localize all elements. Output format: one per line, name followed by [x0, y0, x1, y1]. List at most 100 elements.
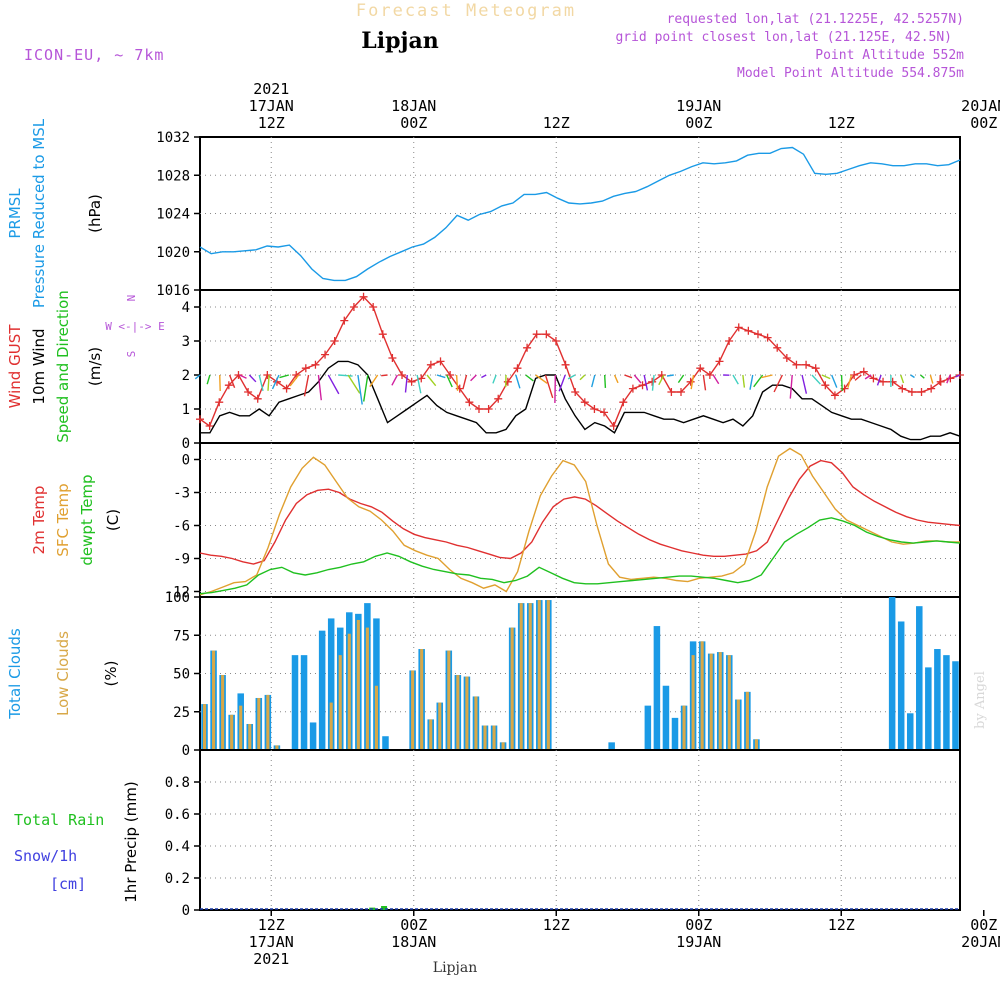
wind-arrow	[812, 375, 820, 384]
panel-label-pressure: Pressure Reduced to MSL	[30, 118, 48, 308]
panel-label-wind: Speed and Direction	[54, 290, 72, 443]
wind-arrow	[774, 375, 782, 392]
cloud-bar-low-clouds	[538, 600, 541, 750]
y-tick-label: -3	[173, 486, 190, 502]
cloud-bar-total-clouds	[292, 655, 299, 750]
cloud-bar-low-clouds	[710, 654, 713, 750]
bottom-time-label: 19JAN	[676, 933, 721, 951]
cloud-bar-low-clouds	[248, 724, 251, 750]
wind-arrow	[750, 375, 753, 390]
cloud-bar-low-clouds	[511, 628, 514, 750]
bottom-time-label: 00Z	[685, 916, 712, 934]
panel-label-clouds: Total Clouds	[6, 628, 24, 720]
wind-arrow	[526, 375, 534, 381]
cloud-bar-low-clouds	[257, 698, 260, 750]
y-tick-label: 0	[182, 453, 190, 469]
gust-point-marker	[388, 354, 396, 362]
compass-west-east: W <-|-> E	[105, 320, 165, 333]
cloud-bar-low-clouds	[230, 715, 233, 750]
wind-arrow	[802, 375, 806, 394]
panel-frame-precip	[200, 750, 960, 910]
series-line-dewpt-temp	[200, 518, 960, 594]
cloud-bar-total-clouds	[672, 718, 679, 750]
y-tick-label: 0.8	[165, 775, 190, 791]
cloud-bar-low-clouds	[547, 600, 550, 750]
wind-arrow	[417, 375, 421, 393]
cloud-bar-low-clouds	[728, 655, 731, 750]
cloud-bar-low-clouds	[692, 655, 695, 750]
wind-arrow	[457, 375, 458, 391]
cloud-bar-low-clouds	[330, 703, 333, 750]
compass-north: N	[125, 295, 138, 302]
wind-arrow	[463, 375, 466, 388]
y-tick-label: 1016	[156, 283, 190, 299]
wind-arrow	[580, 375, 585, 380]
y-tick-label: 2	[182, 368, 190, 384]
cloud-bar-low-clouds	[529, 603, 532, 750]
cloud-bar-total-clouds	[645, 706, 652, 750]
panel-unit-wind: (m/s)	[86, 347, 104, 386]
wind-arrow	[207, 375, 210, 384]
cloud-bar-low-clouds	[719, 652, 722, 750]
panel-unit-precip: 1hr Precip (mm)	[122, 781, 140, 902]
wind-arrow	[667, 375, 674, 376]
wind-arrow	[842, 375, 843, 391]
grid-point-coordinates: grid point closest lon,lat (21.125E, 42.…	[615, 30, 952, 45]
wind-arrow	[493, 375, 496, 383]
wind-arrow	[230, 375, 235, 388]
y-tick-label: 0	[182, 743, 190, 759]
wind-compass: NW <-|-> ES	[105, 295, 165, 358]
panel-unit-pressure: (hPa)	[86, 194, 104, 233]
cloud-bar-low-clouds	[239, 706, 242, 750]
wind-arrow	[901, 375, 904, 383]
top-time-label: 12Z	[828, 114, 855, 132]
wind-arrow	[437, 375, 445, 378]
bottom-time-label: 00Z	[400, 916, 427, 934]
bottom-time-label: 12Z	[828, 916, 855, 934]
wind-arrow	[592, 375, 595, 387]
gust-point-marker	[562, 361, 570, 369]
cloud-bar-total-clouds	[907, 713, 914, 750]
cloud-bar-total-clouds	[934, 649, 941, 750]
chart-title: Forecast Meteogram	[356, 1, 576, 21]
panel-label-wind: 10m Wind	[30, 328, 48, 404]
cloud-bar-low-clouds	[348, 634, 351, 750]
gust-point-marker	[802, 361, 810, 369]
cloud-bar-low-clouds	[456, 675, 459, 750]
cloud-bar-low-clouds	[339, 655, 342, 750]
y-tick-label: 1032	[156, 130, 190, 146]
top-time-label: 12Z	[258, 114, 285, 132]
bottom-time-label: 12Z	[258, 916, 285, 934]
bottom-time-label: 20JAN	[961, 933, 1000, 951]
gust-point-marker	[812, 364, 820, 372]
cloud-bar-total-clouds	[943, 655, 950, 750]
panel-label-clouds: Low Clouds	[54, 631, 72, 716]
bottom-time-label: 18JAN	[391, 933, 436, 951]
wind-arrow	[790, 375, 792, 399]
y-tick-label: 100	[165, 590, 190, 606]
cloud-bar-low-clouds	[375, 686, 378, 750]
top-time-label: 00Z	[970, 114, 997, 132]
cloud-bar-low-clouds	[683, 706, 686, 750]
cloud-bar-low-clouds	[447, 651, 450, 750]
cloud-bar-total-clouds	[319, 631, 326, 750]
wind-arrow	[921, 375, 925, 378]
legend-total-rain: Total Rain	[14, 811, 104, 829]
cloud-bar-low-clouds	[203, 704, 206, 750]
gust-point-marker	[744, 327, 752, 335]
top-time-label: 2021	[253, 80, 289, 98]
wind-arrow	[713, 375, 718, 384]
gust-point-marker	[908, 388, 916, 396]
wind-arrow	[615, 375, 618, 383]
wind-arrow	[930, 375, 932, 384]
cloud-bar-total-clouds	[654, 626, 661, 750]
panel-label-temperature: dewpt Temp	[78, 474, 96, 565]
wind-arrow	[911, 375, 915, 378]
cloud-bar-low-clouds	[221, 675, 224, 750]
y-tick-label: 1	[182, 402, 190, 418]
wind-arrow	[364, 375, 368, 402]
